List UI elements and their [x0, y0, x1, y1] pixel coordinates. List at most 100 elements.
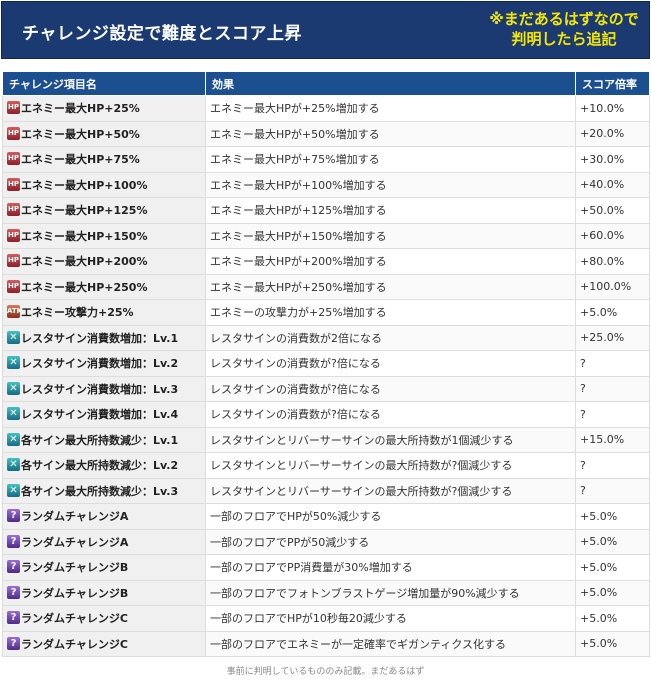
effect-cell: 一部のフロアでHPが50%減少する — [205, 503, 576, 530]
challenge-name-cell: ? ランダムチャレンジB — [2, 579, 206, 606]
score-multiplier-cell: ? — [575, 350, 650, 377]
score-multiplier-cell: +5.0% — [575, 528, 650, 555]
challenge-name: レスタサイン消費数増加：Lv.2 — [21, 357, 179, 371]
challenge-name: ランダムチャレンジC — [21, 637, 128, 651]
score-multiplier-cell: +5.0% — [575, 503, 650, 530]
enemy-hp-icon: HP — [7, 101, 20, 115]
effect-cell: エネミー最大HPが+150%増加する — [205, 222, 576, 249]
enemy-hp-icon: HP — [7, 203, 20, 217]
table-row: ? ランダムチャレンジB 一部のフロアでPP消費量が30%増加する +5.0% — [2, 554, 650, 581]
score-multiplier-cell: +20.0% — [575, 120, 650, 147]
table-row: ? ランダムチャレンジC 一部のフロアでHPが10秒毎20減少する +5.0% — [2, 605, 650, 632]
challenge-name: エネミー最大HP+50% — [21, 127, 140, 141]
challenge-name: エネミー最大HP+100% — [21, 178, 148, 192]
enemy-hp-icon: HP — [7, 279, 20, 293]
score-multiplier-cell: +100.0% — [575, 273, 650, 300]
table-row: ? ランダムチャレンジA 一部のフロアでPPが50減少する +5.0% — [2, 528, 650, 555]
effect-cell: エネミー最大HPが+100%増加する — [205, 171, 576, 198]
effect-cell: レスタサインとリバーサーサインの最大所持数が?個減少する — [205, 477, 576, 504]
challenge-name: レスタサイン消費数増加：Lv.3 — [21, 382, 179, 396]
enemy-attack-icon: ATK — [7, 305, 20, 319]
table-row: HP エネミー最大HP+250% エネミー最大HPが+250%増加する +100.0% — [2, 273, 650, 300]
challenge-name-cell: HP エネミー最大HP+25% — [2, 95, 206, 122]
enemy-hp-icon: HP — [7, 177, 20, 191]
enemy-hp-icon: HP — [7, 254, 20, 268]
table-row: ✕ 各サイン最大所持数減少：Lv.2 レスタサインとリバーサーサインの最大所持数が?… — [2, 452, 650, 479]
score-multiplier-cell: +25.0% — [575, 324, 650, 351]
challenge-name-cell: HP エネミー最大HP+150% — [2, 222, 206, 249]
resta-sign-icon: ✕ — [7, 330, 20, 344]
challenge-name-cell: ATKエネミー攻撃力+25% — [2, 299, 206, 326]
random-challenge-icon: ? — [7, 636, 20, 650]
random-challenge-icon: ? — [7, 611, 20, 625]
title-banner: チャレンジ設定で難度とスコア上昇 ※まだあるはずなので 判明したら追記 — [1, 1, 650, 59]
challenge-name: エネミー最大HP+250% — [21, 280, 148, 294]
banner-note-line-1: ※まだあるはずなので — [489, 10, 639, 28]
score-multiplier-cell: +10.0% — [575, 95, 650, 122]
table-row: HP エネミー最大HP+100% エネミー最大HPが+100%増加する +40.0% — [2, 171, 650, 198]
challenge-name-cell: HP エネミー最大HP+50% — [2, 120, 206, 147]
score-multiplier-cell: ? — [575, 477, 650, 504]
table-row: ✕ レスタサイン消費数増加：Lv.4 レスタサインの消費数が?倍になる? — [2, 401, 650, 428]
challenge-name-cell: ? ランダムチャレンジA — [2, 503, 206, 530]
table-row: HP エネミー最大HP+25% エネミー最大HPが+25%増加する +10.0% — [2, 95, 650, 122]
challenge-name-cell: ? ランダムチャレンジC — [2, 630, 206, 657]
table-row: ? ランダムチャレンジB 一部のフロアでフォトンブラストゲージ増加量が90%減少する… — [2, 579, 650, 606]
challenge-table: チャレンジ項目名 効果 スコア倍率 HP エネミー最大HP+25% エネミー最大HP… — [2, 71, 650, 657]
score-multiplier-cell: +80.0% — [575, 248, 650, 275]
header-effect: 効果 — [205, 71, 576, 96]
challenge-name: エネミー最大HP+75% — [21, 153, 140, 167]
effect-cell: レスタサインとリバーサーサインの最大所持数が1個減少する — [205, 426, 576, 453]
score-multiplier-cell: ? — [575, 401, 650, 428]
challenge-name-cell: HP エネミー最大HP+125% — [2, 197, 206, 224]
score-multiplier-cell: +5.0% — [575, 630, 650, 657]
effect-cell: エネミー最大HPが+200%増加する — [205, 248, 576, 275]
table-row: ATKエネミー攻撃力+25%エネミーの攻撃力が+25%増加する+5.0% — [2, 299, 650, 326]
effect-cell: レスタサインとリバーサーサインの最大所持数が?個減少する — [205, 452, 576, 479]
score-multiplier-cell: +15.0% — [575, 426, 650, 453]
enemy-hp-icon: HP — [7, 126, 20, 140]
header-score-multiplier: スコア倍率 — [575, 71, 650, 96]
table-row: ? ランダムチャレンジA 一部のフロアでHPが50%減少する +5.0% — [2, 503, 650, 530]
effect-cell: エネミー最大HPが+75%増加する — [205, 146, 576, 173]
enemy-hp-icon: HP — [7, 152, 20, 166]
challenge-name-cell: ✕ 各サイン最大所持数減少：Lv.1 — [2, 426, 206, 453]
resta-sign-icon: ✕ — [7, 356, 20, 370]
challenge-name-cell: ✕ レスタサイン消費数増加：Lv.2 — [2, 350, 206, 377]
resta-sign-icon: ✕ — [7, 432, 20, 446]
challenge-name-cell: HP エネミー最大HP+250% — [2, 273, 206, 300]
table-row: ✕ レスタサイン消費数増加：Lv.2 レスタサインの消費数が?倍になる? — [2, 350, 650, 377]
score-multiplier-cell: +5.0% — [575, 605, 650, 632]
score-multiplier-cell: +40.0% — [575, 171, 650, 198]
effect-cell: エネミー最大HPが+25%増加する — [205, 95, 576, 122]
effect-cell: エネミー最大HPが+250%増加する — [205, 273, 576, 300]
effect-cell: レスタサインの消費数が2倍になる — [205, 324, 576, 351]
score-multiplier-cell: +5.0% — [575, 554, 650, 581]
enemy-hp-icon: HP — [7, 228, 20, 242]
footer-note: 事前に判明しているもののみ記載。まだあるはず — [226, 667, 425, 677]
random-challenge-icon: ? — [7, 585, 20, 599]
score-multiplier-cell: ? — [575, 375, 650, 402]
challenge-name-cell: ? ランダムチャレンジB — [2, 554, 206, 581]
table-row: ✕ レスタサイン消費数増加：Lv.1 レスタサインの消費数が2倍になる +25.0% — [2, 324, 650, 351]
challenge-name: エネミー最大HP+150% — [21, 229, 148, 243]
resta-sign-icon: ✕ — [7, 381, 20, 395]
challenge-name: ランダムチャレンジB — [21, 561, 129, 575]
challenge-name-cell: ✕ 各サイン最大所持数減少：Lv.2 — [2, 452, 206, 479]
challenge-name: エネミー最大HP+25% — [21, 102, 140, 116]
table-header-row: チャレンジ項目名 効果 スコア倍率 — [2, 71, 650, 96]
table-row: HP エネミー最大HP+50% エネミー最大HPが+50%増加する +20.0% — [2, 120, 650, 147]
challenge-name: ランダムチャレンジB — [21, 586, 129, 600]
score-multiplier-cell: +5.0% — [575, 579, 650, 606]
effect-cell: レスタサインの消費数が?倍になる — [205, 350, 576, 377]
effect-cell: エネミーの攻撃力が+25%増加する — [205, 299, 576, 326]
challenge-name-cell: HP エネミー最大HP+200% — [2, 248, 206, 275]
effect-cell: 一部のフロアでPPが50減少する — [205, 528, 576, 555]
resta-sign-icon: ✕ — [7, 458, 20, 472]
effect-cell: 一部のフロアでPP消費量が30%増加する — [205, 554, 576, 581]
score-multiplier-cell: +30.0% — [575, 146, 650, 173]
banner-note: ※まだあるはずなので 判明したら追記 — [489, 9, 639, 49]
challenge-name: 各サイン最大所持数減少：Lv.2 — [21, 459, 179, 473]
effect-cell: 一部のフロアでフォトンブラストゲージ増加量が90%減少する — [205, 579, 576, 606]
resta-sign-icon: ✕ — [7, 407, 20, 421]
